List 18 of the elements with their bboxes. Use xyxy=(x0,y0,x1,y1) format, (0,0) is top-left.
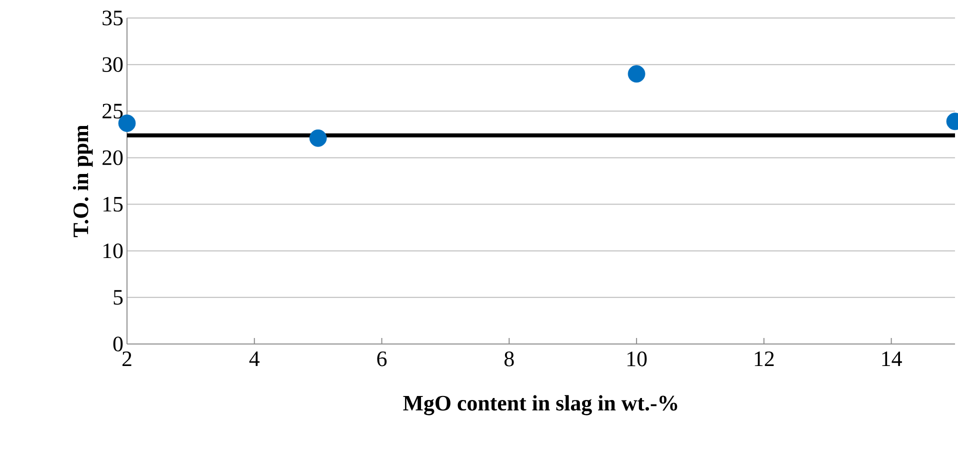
y-tick-label: 15 xyxy=(103,196,123,212)
x-tick-label: 10 xyxy=(628,352,647,366)
x-tick-label: 2 xyxy=(122,352,132,366)
y-tick-label: 25 xyxy=(102,104,123,119)
x-tick-label: 12 xyxy=(754,352,774,366)
y-tick-label: 5 xyxy=(114,290,123,305)
x-tick-label: 8 xyxy=(504,352,514,366)
x-axis-title: MgO content in slag in wt.-% xyxy=(403,395,678,416)
point xyxy=(309,129,327,147)
x-tick-label: 4 xyxy=(249,352,260,366)
y-tick-label: 10 xyxy=(103,243,123,258)
y-tick-label: 0 xyxy=(113,336,123,352)
y-tick-label: 20 xyxy=(102,150,123,166)
y-axis-title: T.O. in ppm xyxy=(72,124,93,238)
y-tick-label: 30 xyxy=(102,57,123,72)
y-tick-label: 35 xyxy=(102,10,123,26)
x-tick-label: 14 xyxy=(882,352,902,366)
x-tick-label: 6 xyxy=(377,352,387,366)
